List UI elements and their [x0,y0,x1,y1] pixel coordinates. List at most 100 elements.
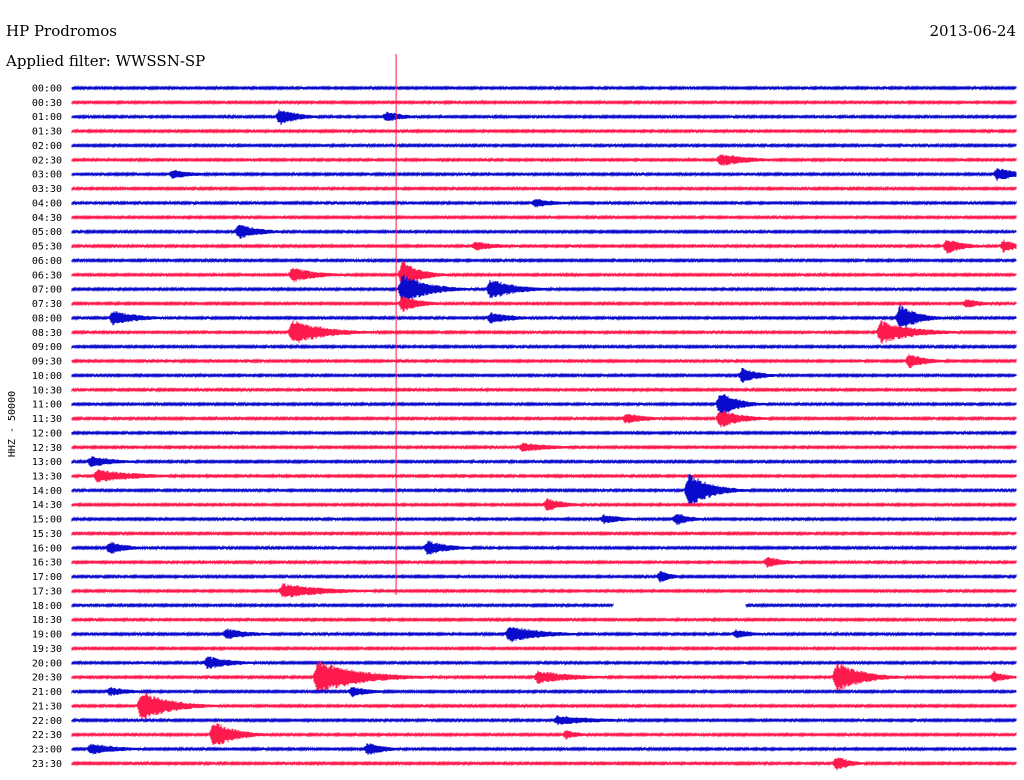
tick-label: 08:00 [32,313,62,324]
tick-label: 12:00 [32,428,62,439]
tick-label: 10:30 [32,385,62,396]
tick-label: 03:00 [32,170,62,181]
tick-label: 18:30 [32,615,62,626]
tick-label: 06:30 [32,270,62,281]
trace-row [71,109,1017,126]
tick-label: 11:30 [32,414,62,425]
trace-row [71,570,1017,583]
trace-row [71,602,1017,609]
trace-row [71,295,1017,312]
tick-label: 16:30 [32,558,62,569]
tick-label: 06:00 [32,256,62,267]
trace-row [71,442,1017,452]
trace-row [71,474,1017,505]
trace-row [71,142,1017,149]
trace-row [71,497,1017,511]
tick-label: 17:00 [32,572,62,583]
trace-row [71,645,1017,652]
tick-label: 04:00 [32,198,62,209]
tick-label: 17:30 [32,586,62,597]
trace-row [71,757,1017,771]
trace-row [71,394,1017,416]
trace-row [71,214,1017,221]
tick-label: 15:30 [32,529,62,540]
trace-row [71,320,1017,344]
trace-row [71,715,1017,726]
tick-label: 02:30 [32,155,62,166]
seismogram-traces [71,84,1017,771]
tick-label: 19:00 [32,630,62,641]
tick-label: 02:00 [32,141,62,152]
trace-row [71,723,1017,745]
tick-label: 09:30 [32,357,62,368]
trace-row [71,343,1017,350]
trace-row [71,687,1017,698]
tick-label: 10:00 [32,371,62,382]
tick-label: 16:00 [32,543,62,554]
tick-label: 04:30 [32,213,62,224]
tick-label: 05:00 [32,227,62,238]
time-tick-labels: 00:00 00:30 01:00 01:30 02:00 02:30 03:00 03:30… [32,84,62,770]
trace-row [71,456,1017,467]
tick-label: 00:30 [32,98,62,109]
tick-label: 03:30 [32,184,62,195]
trace-row [71,128,1017,135]
tick-label: 15:00 [32,515,62,526]
trace-row [71,540,1017,555]
tick-label: 01:00 [32,112,62,123]
trace-row [71,692,1017,720]
tick-label: 01:30 [32,127,62,138]
trace-row [71,198,1017,208]
tick-label: 21:00 [32,687,62,698]
date-label: 2013-06-24 [930,22,1016,40]
trace-row [71,469,1017,483]
tick-label: 00:00 [32,84,62,95]
trace-row [71,513,1017,526]
tick-label: 05:30 [32,242,62,253]
tick-label: 21:30 [32,701,62,712]
tick-label: 12:30 [32,443,62,454]
tick-label: 14:30 [32,500,62,511]
tick-label: 22:30 [32,730,62,741]
tick-label: 22:00 [32,716,62,727]
trace-row [71,530,1017,537]
trace-row [71,429,1017,436]
trace-row [71,185,1017,192]
trace-row [71,656,1017,670]
trace-row [71,557,1017,568]
trace-row [71,239,1017,254]
trace-row [71,168,1017,181]
trace-row [71,224,1017,239]
trace-row [71,257,1017,264]
tick-label: 07:00 [32,285,62,296]
tick-label: 23:30 [32,759,62,770]
filter-label: Applied filter: WWSSN-SP [5,52,205,70]
trace-row [71,99,1017,106]
trace-row [71,304,1017,328]
trace-row [71,274,1017,304]
tick-label: 19:30 [32,644,62,655]
trace-row [71,743,1017,756]
trace-row [71,367,1017,384]
tick-label: 23:00 [32,745,62,756]
tick-label: 08:30 [32,328,62,339]
trace-row [71,583,1017,598]
tick-label: 14:00 [32,486,62,497]
station-title: HP Prodromos [6,22,117,40]
trace-row [71,616,1017,623]
trace-row [71,386,1017,393]
trace-row [71,410,1017,428]
tick-label: 20:30 [32,673,62,684]
tick-label: 18:00 [32,601,62,612]
tick-label: 13:00 [32,457,62,468]
trace-row [71,354,1017,369]
tick-label: 09:00 [32,342,62,353]
trace-row [71,661,1017,694]
tick-label: 20:00 [32,658,62,669]
channel-axis-label: HHZ - 50000 [7,391,18,457]
trace-row [71,154,1017,166]
trace-row [71,84,1017,92]
tick-label: 11:00 [32,400,62,411]
tick-label: 07:30 [32,299,62,310]
